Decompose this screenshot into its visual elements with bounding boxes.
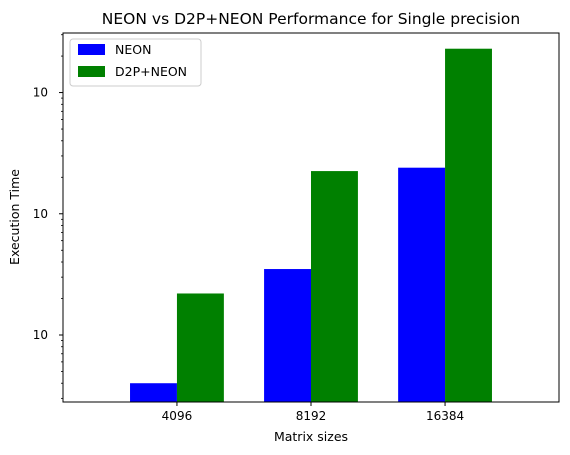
x-axis-label: Matrix sizes [274,429,348,444]
y-axis-label: Execution Time [7,169,22,265]
x-tick-label: 16384 [426,409,464,423]
y-tick-label: 10 [33,328,48,342]
chart-title: NEON vs D2P+NEON Performance for Single … [102,10,520,28]
legend: NEON D2P+NEON [69,38,202,87]
bar-d2p-neon-16384 [445,48,492,403]
y-axis-ticks: 102103104 [33,34,63,399]
x-tick-label: 4096 [162,409,193,423]
y-tick-label: 10 [33,86,48,100]
x-axis-ticks: 4096 8192 16384 [162,402,464,423]
legend-swatch-d2p-neon [78,66,105,77]
bar-d2p-neon-8192 [311,171,358,402]
plot-frame [62,32,560,403]
bar-d2p-neon-4096 [176,293,224,402]
bar-neon-16384 [398,167,446,402]
x-tick-label: 8192 [296,409,327,423]
legend-swatch-neon [78,44,105,55]
legend-label-d2p-neon: D2P+NEON [115,64,187,79]
bar-neon-8192 [264,269,311,402]
y-tick-label: 10 [33,207,48,221]
bars-layer [130,48,492,403]
bar-neon-4096 [130,383,177,402]
legend-label-neon: NEON [115,42,151,57]
